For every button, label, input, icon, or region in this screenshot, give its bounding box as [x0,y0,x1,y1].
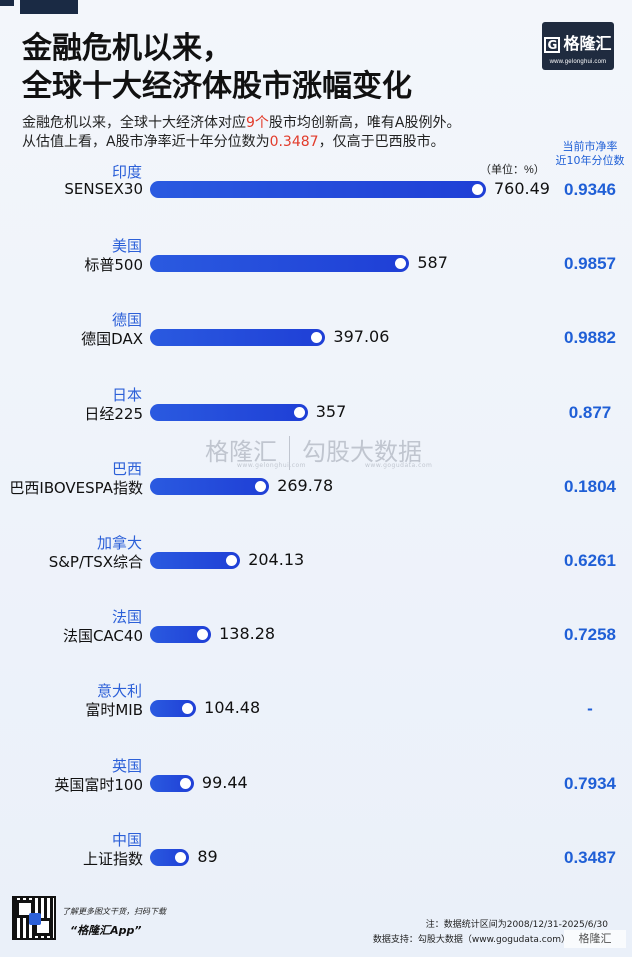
bar-value-label: 89 [197,846,218,866]
country-label: 意大利 [96,682,142,701]
country-label: 加拿大 [96,534,142,552]
index-label: SENSEX30 [64,180,143,198]
qr-logo-icon [29,913,41,925]
country-label: 英国 [111,756,142,775]
bar [150,403,308,421]
pb-percentile-label: 0.877 [568,402,612,422]
qr-caption-2: “格隆汇App” [70,924,142,937]
qr-code [12,896,56,940]
index-label: 标普500 [84,256,143,275]
index-label: 法国CAC40 [62,627,143,646]
pb-percentile-label: 0.9857 [564,254,616,274]
percentile-column-header: 当前市净率 近10年分位数 [555,140,625,167]
pb-percentile-label: 0.7934 [564,773,616,793]
bar-value-label: 138.28 [219,624,276,644]
watermark: 格隆汇 勾股大数据 www.gelonghui.com www.gogudata.… [205,432,475,472]
bar [150,626,212,644]
watermark-brand-1: 格隆汇 [205,438,277,466]
bar [150,774,194,792]
top-left-stripe-small [0,0,14,6]
watermark-brand-2: 勾股大数据 [302,438,422,466]
subtitle-line-2: 从估值上看，A股市净率近十年分位数为0.3487，仅高于巴西股市。 [22,134,445,150]
bar [150,700,197,718]
country-label: 日本 [111,385,142,404]
bar-value-label: 587 [417,253,448,273]
highlight-count: 9个 [246,115,269,131]
index-label: 巴西IBOVESPA指数 [9,478,143,497]
country-label: 中国 [111,830,142,849]
country-label: 美国 [111,237,142,256]
index-label: 上证指数 [82,849,143,868]
bar [150,552,241,569]
pb-percentile-label: 0.9882 [564,328,616,348]
country-label: 德国 [111,311,142,330]
country-label: 法国 [111,608,142,627]
bar [150,181,486,198]
logo-g-icon: G [544,37,561,53]
chart-subtitle: 金融危机以来，全球十大经济体对应9个股市均创新高，唯有A股例外。 从估值上看，A… [22,114,542,152]
title-line-2: 全球十大经济体股市涨幅变化 [22,69,412,104]
index-label: 德国DAX [81,330,143,349]
bar-value-label: 357 [315,401,347,421]
qr-caption-1: 了解更多图文干货，扫码下载 [62,907,166,916]
country-label: 印度 [111,163,142,181]
logo-url: www.gelonghui.com [549,59,607,65]
pb-percentile-label: 0.1804 [564,476,616,496]
footnote-period: 注：数据统计区间为2008/12/31-2025/6/30 [425,920,608,930]
bar [150,329,326,347]
subtitle-line-1: 金融危机以来，全球十大经济体对应9个股市均创新高，唯有A股例外。 [22,115,461,131]
pb-percentile-label: 0.7258 [564,625,616,645]
logo-text: 格隆汇 [563,34,612,53]
title-line-1: 金融危机以来， [22,31,232,66]
index-label: S&P/TSX综合 [48,553,143,571]
chart-title: 金融危机以来， 全球十大经济体股市涨幅变化 [22,30,502,106]
pb-percentile-label: - [587,699,593,719]
watermark-url-2: www.gogudata.com [365,462,433,469]
unit-label: （单位：%） [480,164,545,176]
pb-percentile-label: 0.3487 [564,847,616,867]
top-left-stripe [20,0,78,14]
bar-value-label: 204.13 [248,550,305,569]
pb-percentile-label: 0.9346 [564,180,616,199]
bar-value-label: 104.48 [204,698,261,718]
index-label: 英国富时100 [54,775,143,794]
corner-brand-logo: 格隆汇 [564,930,626,948]
bar-value-label: 397.06 [333,327,390,347]
footnote-source: 数据支持：勾股大数据（www.gogudata.com） [372,935,570,945]
pb-percentile-label: 0.6261 [564,551,616,570]
bar [150,255,410,273]
bar [150,477,270,495]
bar-value-label: 269.78 [277,475,334,495]
bar-value-label: 760.49 [494,179,550,198]
bar-value-label: 99.44 [201,772,248,792]
highlight-percentile: 0.3487 [269,134,319,150]
bar [150,848,190,866]
country-label: 巴西 [111,459,142,478]
brand-logo: G 格隆汇 www.gelonghui.com [542,22,614,70]
watermark-url-1: www.gelonghui.com [237,462,307,469]
index-label: 富时MIB [85,701,143,720]
index-label: 日经225 [84,404,143,423]
